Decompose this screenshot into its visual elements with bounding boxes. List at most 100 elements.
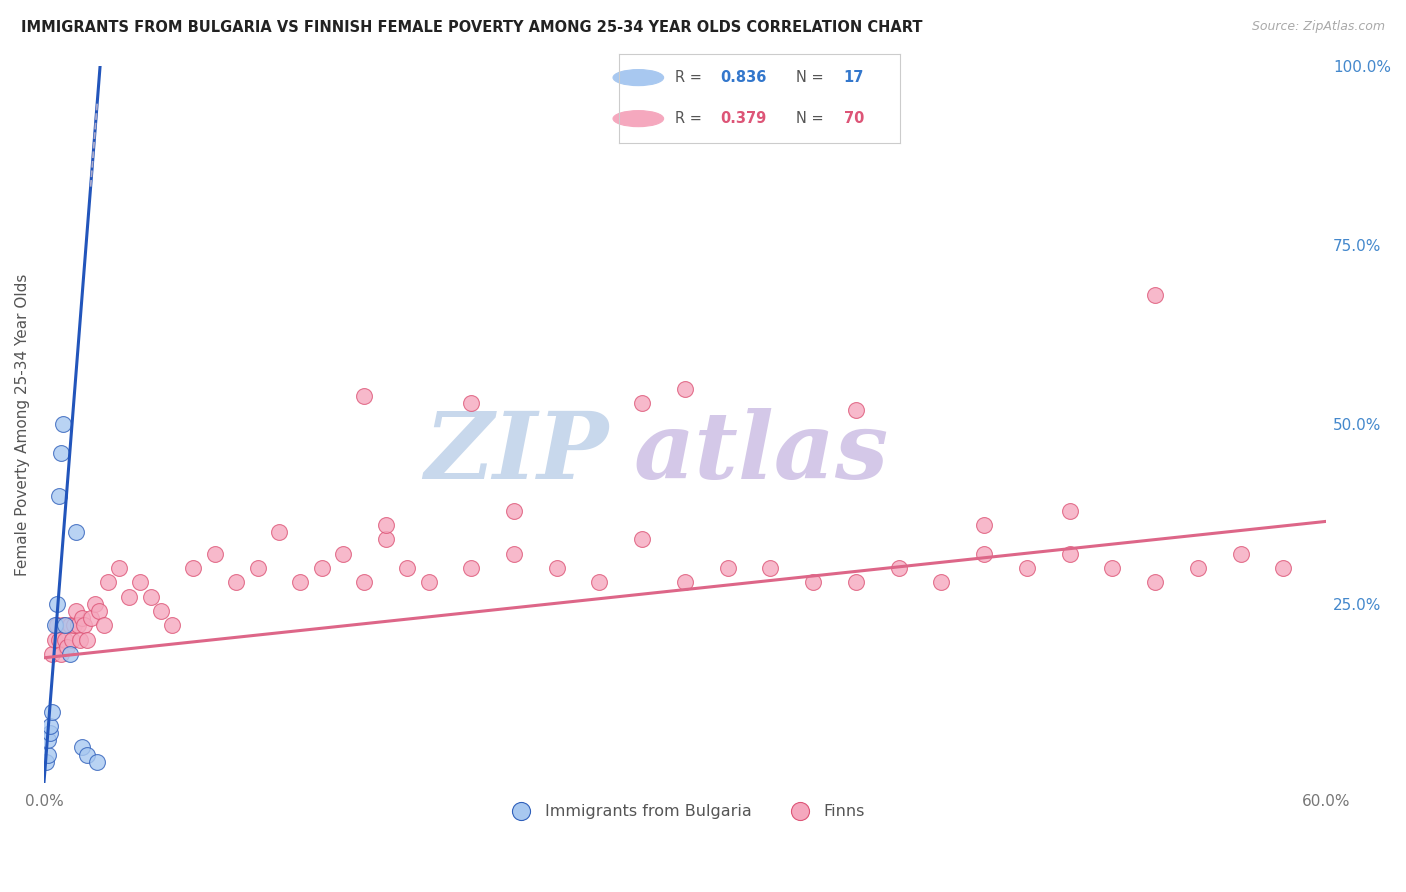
Text: 0.836: 0.836 [720,70,766,85]
Point [60,632,83,647]
Point [67,618,90,632]
Point [160,618,183,632]
Text: R =: R = [675,112,706,126]
Point [845,575,868,590]
Point [673,575,696,590]
Point [72,740,94,755]
Circle shape [613,70,664,86]
Point [97,575,120,590]
Point [44,618,66,632]
Point [39,726,62,740]
Point [52,417,75,432]
Point [89,604,111,618]
Point [845,403,868,417]
Point [973,518,995,533]
Point [35,755,58,769]
Point [1015,561,1038,575]
Point [65,525,87,540]
Point [246,561,269,575]
Point [107,561,129,575]
Point [129,575,152,590]
Point [503,547,526,561]
Text: N =: N = [796,112,828,126]
Point [332,547,354,561]
Point [353,575,375,590]
Point [45,618,67,632]
Point [86,755,108,769]
Point [53,632,76,647]
Point [72,611,94,625]
Point [80,611,103,625]
Point [53,618,76,632]
Point [1187,561,1209,575]
Point [62,618,84,632]
Point [311,561,333,575]
Point [887,561,910,575]
Text: 0.379: 0.379 [720,112,766,126]
Text: R =: R = [675,70,706,85]
Point [267,525,290,540]
Point [76,747,98,762]
Point [45,597,67,611]
Point [48,489,70,503]
Point [150,604,173,618]
Point [1272,561,1295,575]
Point [801,575,824,590]
Point [631,396,654,410]
Point [65,604,87,618]
Text: 70: 70 [844,112,863,126]
Point [139,590,162,604]
Text: atlas: atlas [634,409,889,499]
Point [759,561,782,575]
Point [204,547,226,561]
Point [183,561,205,575]
Point [418,575,440,590]
Point [1144,575,1167,590]
Point [39,719,62,733]
Point [460,561,482,575]
Text: ZIP: ZIP [423,409,607,499]
Point [546,561,568,575]
Point [588,575,610,590]
Point [290,575,312,590]
Point [1059,547,1081,561]
Point [931,575,953,590]
Point [37,747,59,762]
Point [374,518,396,533]
Point [1101,561,1123,575]
Circle shape [613,111,664,127]
Point [52,618,75,632]
Point [49,446,72,460]
Point [73,618,96,632]
Point [49,647,72,661]
Y-axis label: Female Poverty Among 25-34 Year Olds: Female Poverty Among 25-34 Year Olds [15,273,30,575]
Point [1059,503,1081,517]
Text: 17: 17 [844,70,863,85]
Point [503,503,526,517]
Point [41,647,63,661]
Legend: Immigrants from Bulgaria, Finns: Immigrants from Bulgaria, Finns [499,797,872,826]
Point [44,632,66,647]
Point [225,575,247,590]
Point [76,632,98,647]
Point [58,647,80,661]
Point [48,632,70,647]
Point [56,640,79,654]
Point [37,733,59,747]
Point [118,590,141,604]
Point [460,396,482,410]
Point [84,597,107,611]
Point [1144,288,1167,302]
Point [717,561,740,575]
Point [374,533,396,547]
Point [353,389,375,403]
Point [673,382,696,396]
Point [631,533,654,547]
Point [58,618,80,632]
Point [41,705,63,719]
Point [973,547,995,561]
Text: Source: ZipAtlas.com: Source: ZipAtlas.com [1251,20,1385,33]
Point [1229,547,1251,561]
Text: IMMIGRANTS FROM BULGARIA VS FINNISH FEMALE POVERTY AMONG 25-34 YEAR OLDS CORRELA: IMMIGRANTS FROM BULGARIA VS FINNISH FEMA… [21,20,922,35]
Point [396,561,419,575]
